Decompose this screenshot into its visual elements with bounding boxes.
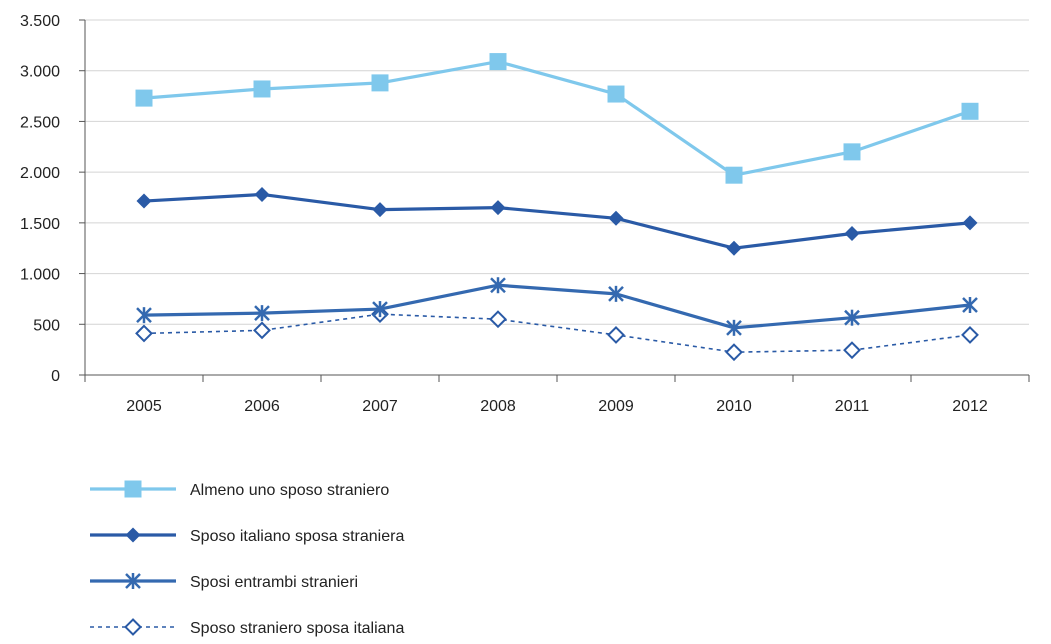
legend-item: Sposi entrambi stranieri: [90, 573, 358, 591]
y-tick-label: 1.500: [20, 216, 60, 233]
series-line: [143, 283, 971, 330]
series-3: [136, 277, 978, 336]
y-tick-label: 2.000: [20, 165, 60, 182]
data-point: [489, 310, 507, 329]
x-tick-label: 2011: [835, 398, 870, 415]
legend-swatch-marker: [124, 618, 142, 636]
data-point: [372, 202, 388, 218]
series-line: [143, 59, 971, 177]
series-4: [135, 305, 979, 362]
data-point: [136, 307, 152, 324]
legend-label: Sposi entrambi stranieri: [190, 574, 358, 591]
data-point: [961, 326, 979, 344]
data-point: [962, 297, 978, 314]
data-point: [726, 319, 742, 336]
data-point: [489, 53, 507, 71]
x-tick-label: 2007: [362, 398, 398, 415]
data-point: [254, 186, 270, 202]
y-tick-label: 500: [33, 317, 60, 334]
data-point: [490, 277, 506, 294]
legend-label: Sposo italiano sposa straniera: [190, 528, 404, 545]
x-tick-label: 2012: [952, 398, 988, 415]
legend-item: Sposo italiano sposa straniera: [90, 527, 404, 545]
legend-label: Sposo straniero sposa italiana: [190, 620, 404, 637]
y-tick-label: 3.500: [20, 13, 60, 30]
y-tick-label: 2.500: [20, 114, 60, 131]
series-1: [135, 53, 979, 184]
data-point: [254, 305, 270, 322]
data-point: [843, 341, 861, 360]
data-point: [843, 143, 861, 161]
data-point: [607, 326, 625, 344]
data-point: [253, 80, 271, 98]
x-tick-label: 2008: [480, 398, 516, 415]
data-point: [135, 89, 153, 107]
data-point: [607, 85, 625, 103]
series-line: [143, 192, 971, 250]
data-point: [725, 166, 743, 184]
x-tick-label: 2006: [244, 398, 280, 415]
data-point: [372, 301, 388, 318]
data-point: [490, 200, 506, 216]
legend-label: Almeno uno sposo straniero: [190, 482, 389, 499]
data-point: [253, 321, 271, 340]
y-tick-label: 0: [51, 368, 60, 385]
axes: 0 500 1.000 1.500 2.000 2.500 3.000 3.500 2005 20…: [20, 13, 1030, 415]
data-point: [371, 74, 389, 92]
data-point: [608, 210, 624, 226]
series-line: [143, 313, 971, 353]
data-point: [844, 309, 860, 326]
data-point: [725, 343, 743, 362]
data-point: [608, 285, 624, 302]
series-group: [135, 53, 979, 362]
legend-swatch-marker: [125, 573, 141, 589]
data-point: [961, 102, 979, 120]
x-tick-label: 2010: [716, 398, 752, 415]
legend-swatch-marker: [125, 527, 141, 543]
legend-item: Sposo straniero sposa italiana: [90, 618, 404, 637]
data-point: [135, 324, 153, 343]
legend-item: Almeno uno sposo straniero: [90, 480, 389, 499]
y-tick-label: 3.000: [20, 64, 60, 81]
series-2: [136, 186, 978, 256]
x-tick-label: 2009: [598, 398, 634, 415]
legend-swatch-marker: [124, 480, 142, 498]
data-point: [962, 215, 978, 231]
data-point: [844, 226, 860, 242]
data-point: [136, 193, 152, 209]
legend: Almeno uno sposo straniero Sposo italiano…: [90, 480, 404, 637]
data-point: [726, 240, 742, 256]
y-tick-label: 1.000: [20, 267, 60, 284]
x-tick-label: 2005: [126, 398, 162, 415]
grid-lines: [85, 19, 1029, 325]
